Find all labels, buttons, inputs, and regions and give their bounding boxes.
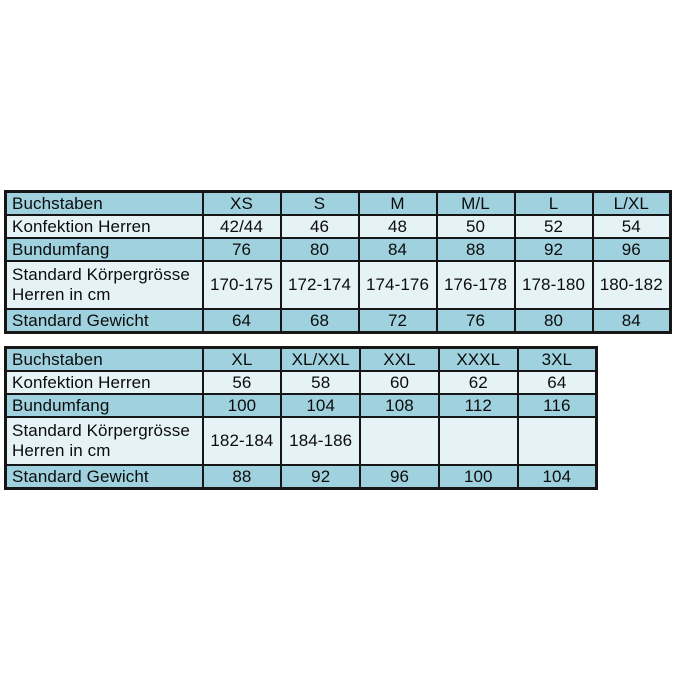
table-row: Buchstaben XL XL/XXL XXL XXXL 3XL [4,346,598,372]
value-cell: 180-182 [591,260,672,310]
table-row: Konfektion Herren 56 58 60 62 64 [4,370,598,395]
value-cell: 112 [437,393,519,418]
value-cell: 84 [591,308,672,334]
row-label-cell: Buchstaben [4,190,204,216]
value-cell: 54 [591,214,672,239]
value-cell: 96 [591,237,672,262]
value-cell: M/L [435,190,516,216]
value-cell: M [357,190,438,216]
value-cell: 76 [201,237,282,262]
row-label-cell: Buchstaben [4,346,204,372]
value-cell: 72 [357,308,438,334]
table-row: Standard Gewicht 64 68 72 76 80 84 [4,308,672,334]
value-cell: L [513,190,594,216]
row-label-cell: Bundumfang [4,393,204,418]
value-cell: 76 [435,308,516,334]
row-label-cell: Konfektion Herren [4,214,204,239]
value-cell: 46 [279,214,360,239]
value-cell: 60 [359,370,440,395]
value-cell: 56 [201,370,283,395]
table-row: Konfektion Herren 42/44 46 48 50 52 54 [4,214,672,239]
row-label-cell: Standard Körpergrösse Herren in cm [4,416,204,466]
value-cell: XL [201,346,283,372]
value-cell: 42/44 [201,214,282,239]
value-cell: 170-175 [201,260,282,310]
value-cell: 172-174 [279,260,360,310]
size-table: Buchstaben XS S M M/L L L/XL Konfektion Herren 4… [4,190,672,334]
value-cell: 62 [437,370,519,395]
value-cell: 174-176 [357,260,438,310]
value-cell [516,416,598,466]
value-cell: 184-186 [280,416,362,466]
value-cell [437,416,519,466]
value-cell: 176-178 [435,260,516,310]
value-cell: 48 [357,214,438,239]
value-cell: 96 [359,464,440,490]
table-row: Standard Gewicht 88 92 96 100 104 [4,464,598,490]
value-cell: 84 [357,237,438,262]
value-cell: 104 [516,464,598,490]
value-cell: L/XL [591,190,672,216]
table-row: Standard Körpergrösse Herren in cm 182-18… [4,416,598,466]
table-row: Bundumfang 100 104 108 112 116 [4,393,598,418]
value-cell: 88 [201,464,283,490]
value-cell: 100 [437,464,519,490]
value-cell: 178-180 [513,260,594,310]
table-row: Standard Körpergrösse Herren in cm 170-17… [4,260,672,310]
value-cell: 64 [201,308,282,334]
row-label-cell: Konfektion Herren [4,370,204,395]
value-cell: 182-184 [201,416,283,466]
value-cell: XS [201,190,282,216]
value-cell: 104 [280,393,362,418]
value-cell: S [279,190,360,216]
row-label-cell: Standard Gewicht [4,308,204,334]
table-row: Bundumfang 76 80 84 88 92 96 [4,237,672,262]
value-cell: XL/XXL [280,346,362,372]
value-cell: 116 [516,393,598,418]
table-row: Buchstaben XS S M M/L L L/XL [4,190,672,216]
value-cell: 58 [280,370,362,395]
value-cell: 92 [280,464,362,490]
value-cell: 64 [516,370,598,395]
value-cell: 88 [435,237,516,262]
value-cell: XXL [359,346,440,372]
value-cell: 3XL [516,346,598,372]
row-label-cell: Bundumfang [4,237,204,262]
value-cell: 68 [279,308,360,334]
size-table: Buchstaben XL XL/XXL XXL XXXL 3XL Konfektion H… [4,346,598,490]
value-cell: XXXL [437,346,519,372]
row-label-cell: Standard Körpergrösse Herren in cm [4,260,204,310]
value-cell: 92 [513,237,594,262]
value-cell: 52 [513,214,594,239]
value-cell: 100 [201,393,283,418]
value-cell [359,416,440,466]
size-table-lower-container: Buchstaben XL XL/XXL XXL XXXL 3XL Konfektion H… [4,346,598,490]
size-table-upper-container: Buchstaben XS S M M/L L L/XL Konfektion Herren 4… [4,190,672,334]
value-cell: 50 [435,214,516,239]
value-cell: 80 [279,237,360,262]
value-cell: 80 [513,308,594,334]
value-cell: 108 [359,393,440,418]
row-label-cell: Standard Gewicht [4,464,204,490]
